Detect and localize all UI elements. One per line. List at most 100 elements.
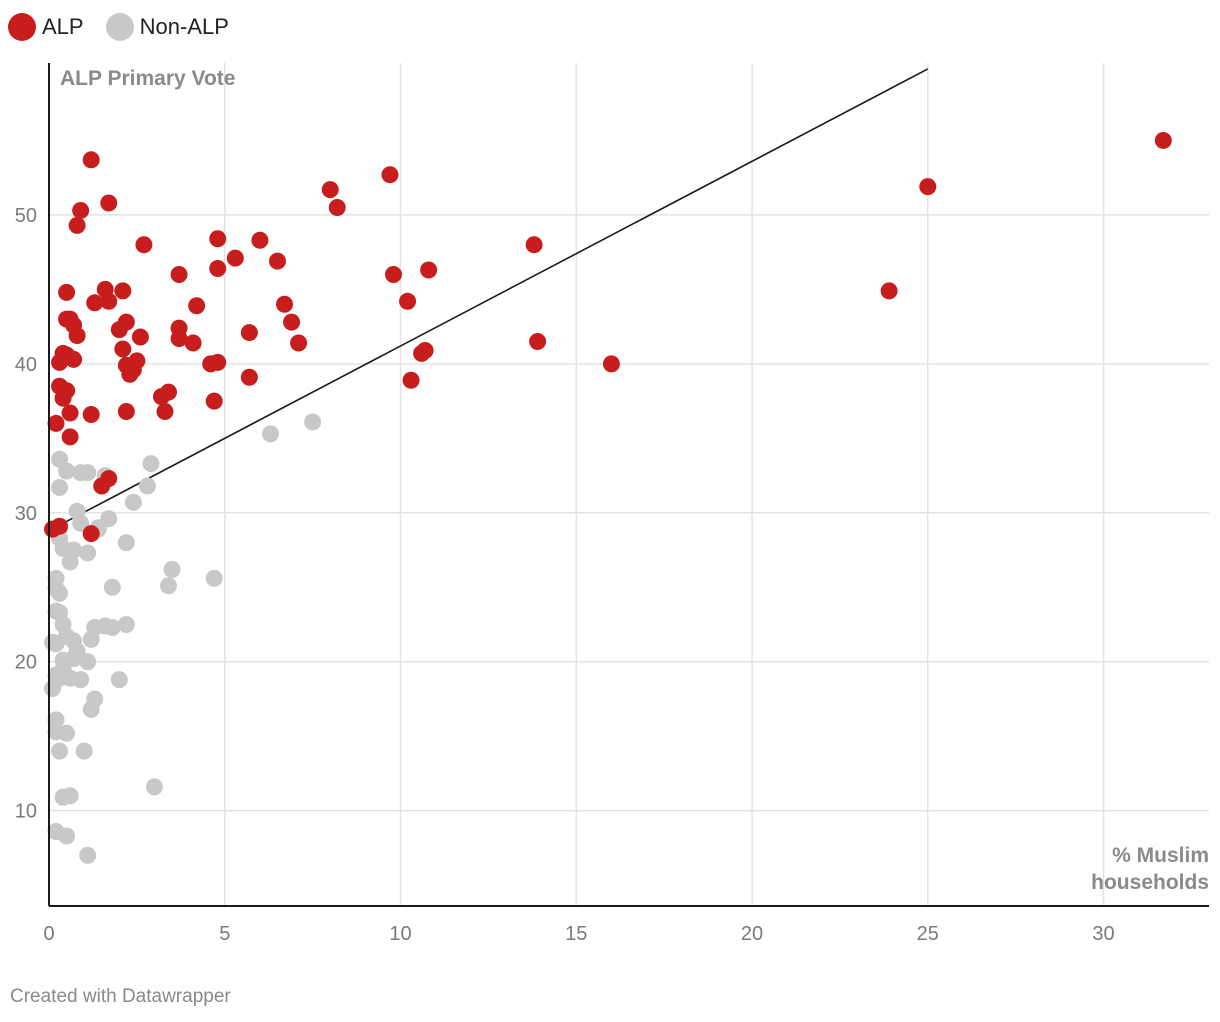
non-alp-point[interactable] [68,502,86,520]
alp-point[interactable] [188,297,206,315]
non-alp-point[interactable] [47,580,65,598]
alp-point[interactable] [170,330,188,348]
alp-point[interactable] [72,201,90,219]
alp-point[interactable] [96,280,114,298]
non-alp-point[interactable] [261,425,279,443]
non-alp-point[interactable] [51,742,69,760]
legend-item-alp[interactable]: ALP [8,13,84,41]
alp-point[interactable] [251,231,269,249]
alp-point[interactable] [880,282,898,300]
alp-point[interactable] [290,334,308,352]
alp-point[interactable] [82,151,100,169]
alp-point[interactable] [209,230,227,248]
alp-point[interactable] [86,294,104,312]
legend-swatch-non-alp [105,13,134,41]
alp-point[interactable] [61,428,79,446]
non-alp-point[interactable] [54,788,72,806]
alp-point[interactable] [82,405,100,423]
non-alp-point[interactable] [142,455,160,473]
non-alp-point[interactable] [47,723,65,741]
alp-point[interactable] [51,353,69,371]
non-alp-point[interactable] [117,534,135,552]
non-alp-point[interactable] [110,671,128,689]
non-alp-point[interactable] [72,464,90,482]
non-alp-point[interactable] [44,680,62,698]
alp-point[interactable] [525,236,543,254]
non-alp-point[interactable] [145,778,163,796]
alp-point[interactable] [152,388,170,406]
alp-point[interactable] [381,166,399,184]
non-alp-point[interactable] [138,477,156,495]
non-alp-point[interactable] [79,544,97,562]
non-alp-point[interactable] [124,493,142,511]
non-alp-point[interactable] [47,602,65,620]
legend-swatch-alp [8,13,36,41]
non-alp-point[interactable] [304,413,322,431]
trend-line [48,68,929,532]
alp-point[interactable] [51,377,69,395]
alp-point[interactable] [47,414,65,432]
non-alp-point[interactable] [54,660,72,678]
alp-point[interactable] [226,249,244,267]
alp-point[interactable] [100,194,118,212]
alp-point[interactable] [58,283,76,301]
non-alp-point[interactable] [82,630,100,648]
non-alp-point[interactable] [61,553,79,571]
alp-point[interactable] [68,216,86,234]
alp-point[interactable] [209,260,227,278]
non-alp-point[interactable] [163,560,181,578]
non-alp-point[interactable] [79,653,97,671]
alp-point[interactable] [384,265,402,283]
alp-point[interactable] [61,404,79,422]
alp-point[interactable] [82,525,100,543]
alp-point[interactable] [135,236,153,254]
non-alp-point[interactable] [75,742,93,760]
non-alp-point[interactable] [160,577,178,595]
alp-point[interactable] [420,261,438,279]
alp-point[interactable] [202,355,220,373]
non-alp-point[interactable] [82,700,100,718]
non-alp-point[interactable] [103,578,121,596]
alp-point[interactable] [110,321,128,339]
alp-point[interactable] [240,368,258,386]
alp-point[interactable] [268,252,286,270]
alp-point[interactable] [283,313,301,331]
non-alp-point[interactable] [51,478,69,496]
alp-point[interactable] [529,333,547,351]
alp-point[interactable] [1154,131,1172,149]
alp-point[interactable] [44,520,62,538]
non-alp-point[interactable] [47,823,65,841]
alp-point[interactable] [93,477,111,495]
alp-point[interactable] [328,198,346,216]
alp-point[interactable] [117,356,135,374]
non-alp-point[interactable] [47,711,65,729]
alp-point[interactable] [413,344,431,362]
alp-point[interactable] [276,295,294,313]
x-tick-label: 15 [565,923,587,945]
alp-point[interactable] [321,181,339,199]
alp-point[interactable] [114,340,132,358]
series-alp [44,131,1172,543]
non-alp-point[interactable] [44,633,62,651]
non-alp-point[interactable] [117,616,135,634]
alp-point[interactable] [117,403,135,421]
non-alp-point[interactable] [79,846,97,864]
series-non-alp [44,413,322,864]
alp-point[interactable] [58,310,76,328]
alp-point[interactable] [131,328,149,346]
legend-item-non-alp[interactable]: Non-ALP [105,13,229,41]
alp-point[interactable] [184,334,202,352]
non-alp-point[interactable] [51,450,69,468]
alp-point[interactable] [602,355,620,373]
alp-point[interactable] [205,392,223,410]
x-tick-label: 5 [219,923,230,945]
alp-point[interactable] [240,324,258,342]
alp-point[interactable] [170,265,188,283]
alp-point[interactable] [399,292,417,310]
alp-point[interactable] [402,371,420,389]
alp-point[interactable] [156,403,174,421]
alp-point[interactable] [114,282,132,300]
alp-point[interactable] [919,178,937,196]
non-alp-point[interactable] [205,569,223,587]
x-tick-label: 30 [1092,923,1114,945]
